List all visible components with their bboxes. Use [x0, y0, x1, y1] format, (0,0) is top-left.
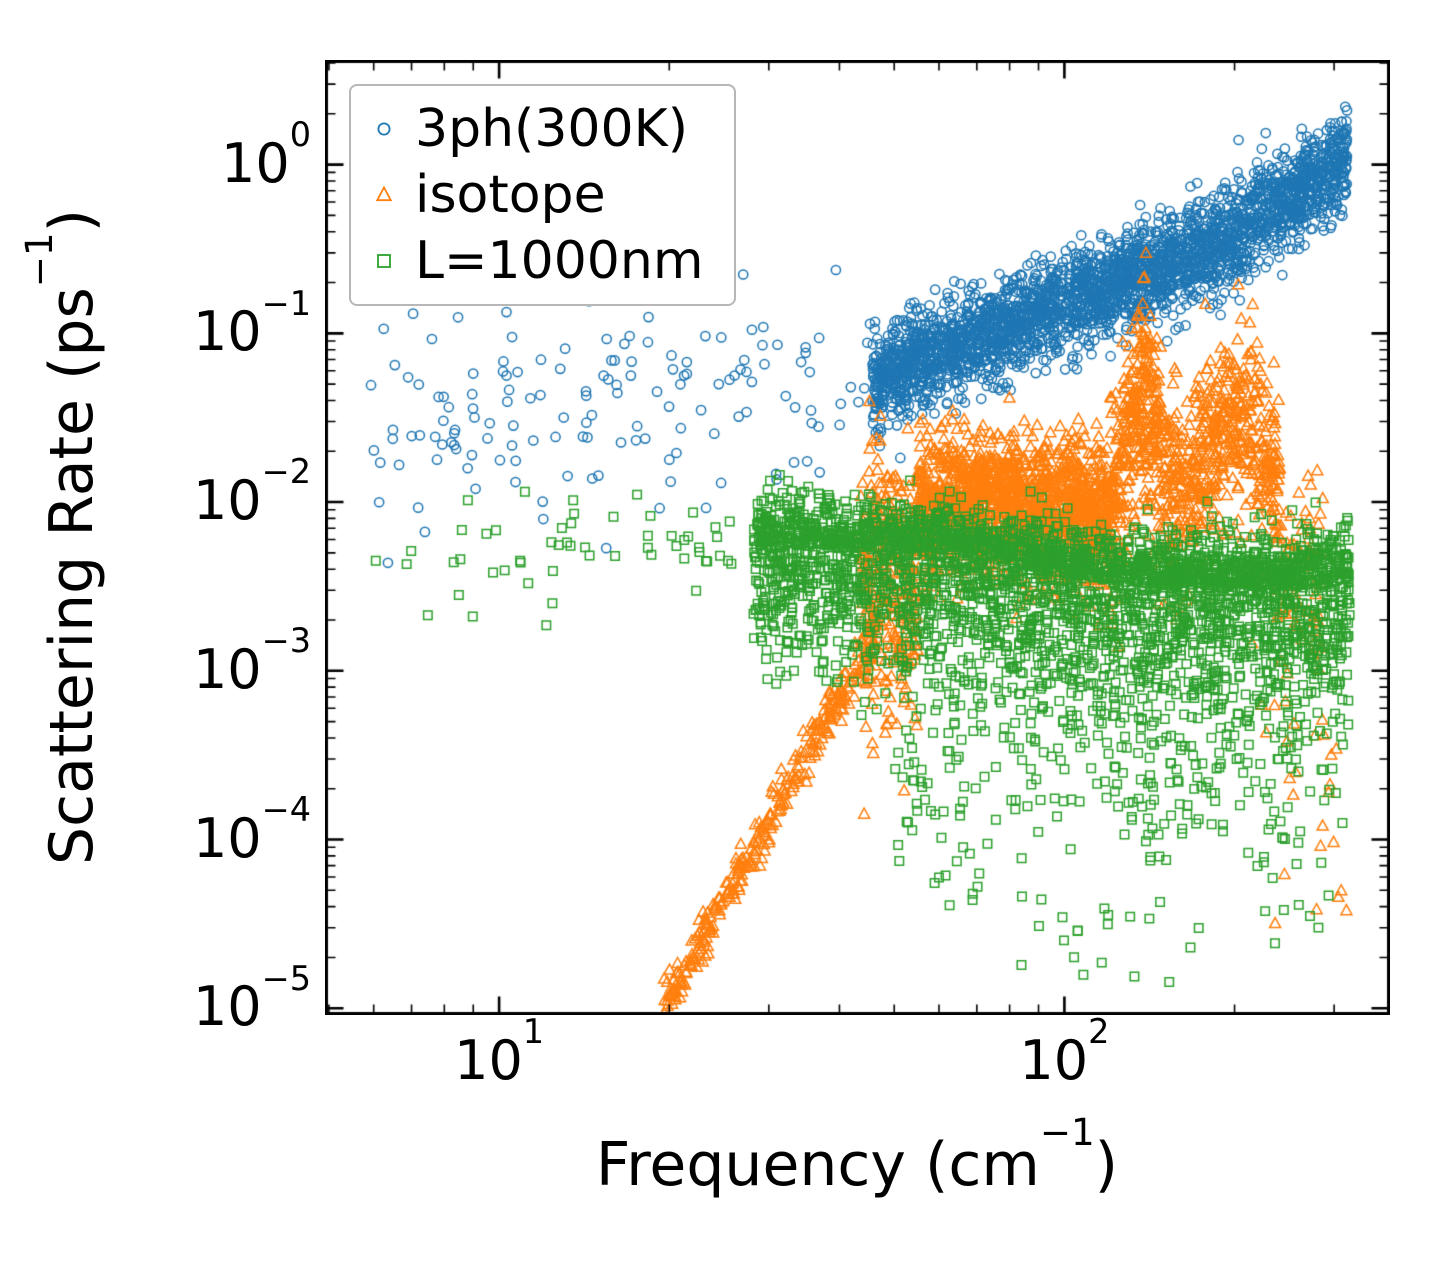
y-tick-label: 10−5 — [192, 958, 311, 1039]
x-axis-label-close: ) — [1094, 1130, 1119, 1200]
circle-marker-icon — [371, 116, 397, 142]
y-tick-label: 10−1 — [192, 283, 311, 364]
x-axis-label: Frequency (cm−1) — [595, 1114, 1119, 1200]
y-tick-label: 100 — [220, 114, 311, 195]
y-tick-label: 10−4 — [192, 789, 311, 870]
y-tick-label: 10−3 — [192, 621, 311, 701]
y-axis-label-exponent: −1 — [17, 232, 62, 288]
legend-entry-isotope: isotope — [371, 165, 704, 225]
x-tick-label: 101 — [454, 1012, 545, 1092]
legend-label-3ph: 3ph(300K) — [415, 99, 688, 159]
y-axis-label-close: ) — [37, 209, 107, 233]
plot-area: 3ph(300K) isotope L=1000nm — [325, 60, 1390, 1015]
x-axis-label-text: Frequency (cm — [595, 1130, 1040, 1200]
square-marker-icon — [371, 248, 397, 274]
legend-entry-3ph: 3ph(300K) — [371, 99, 704, 159]
x-tick-label: 102 — [1019, 1012, 1110, 1092]
legend-entry-boundary: L=1000nm — [371, 231, 704, 291]
x-axis-label-exponent: −1 — [1039, 1110, 1095, 1155]
y-axis-label-text: Scattering Rate (ps — [37, 287, 107, 865]
y-tick-label: 10−2 — [192, 452, 311, 533]
legend: 3ph(300K) isotope L=1000nm — [349, 84, 736, 306]
y-axis-label: Scattering Rate (ps−1) — [17, 209, 107, 865]
triangle-marker-icon — [371, 182, 397, 208]
legend-label-isotope: isotope — [415, 165, 606, 225]
legend-label-boundary: L=1000nm — [415, 231, 704, 291]
